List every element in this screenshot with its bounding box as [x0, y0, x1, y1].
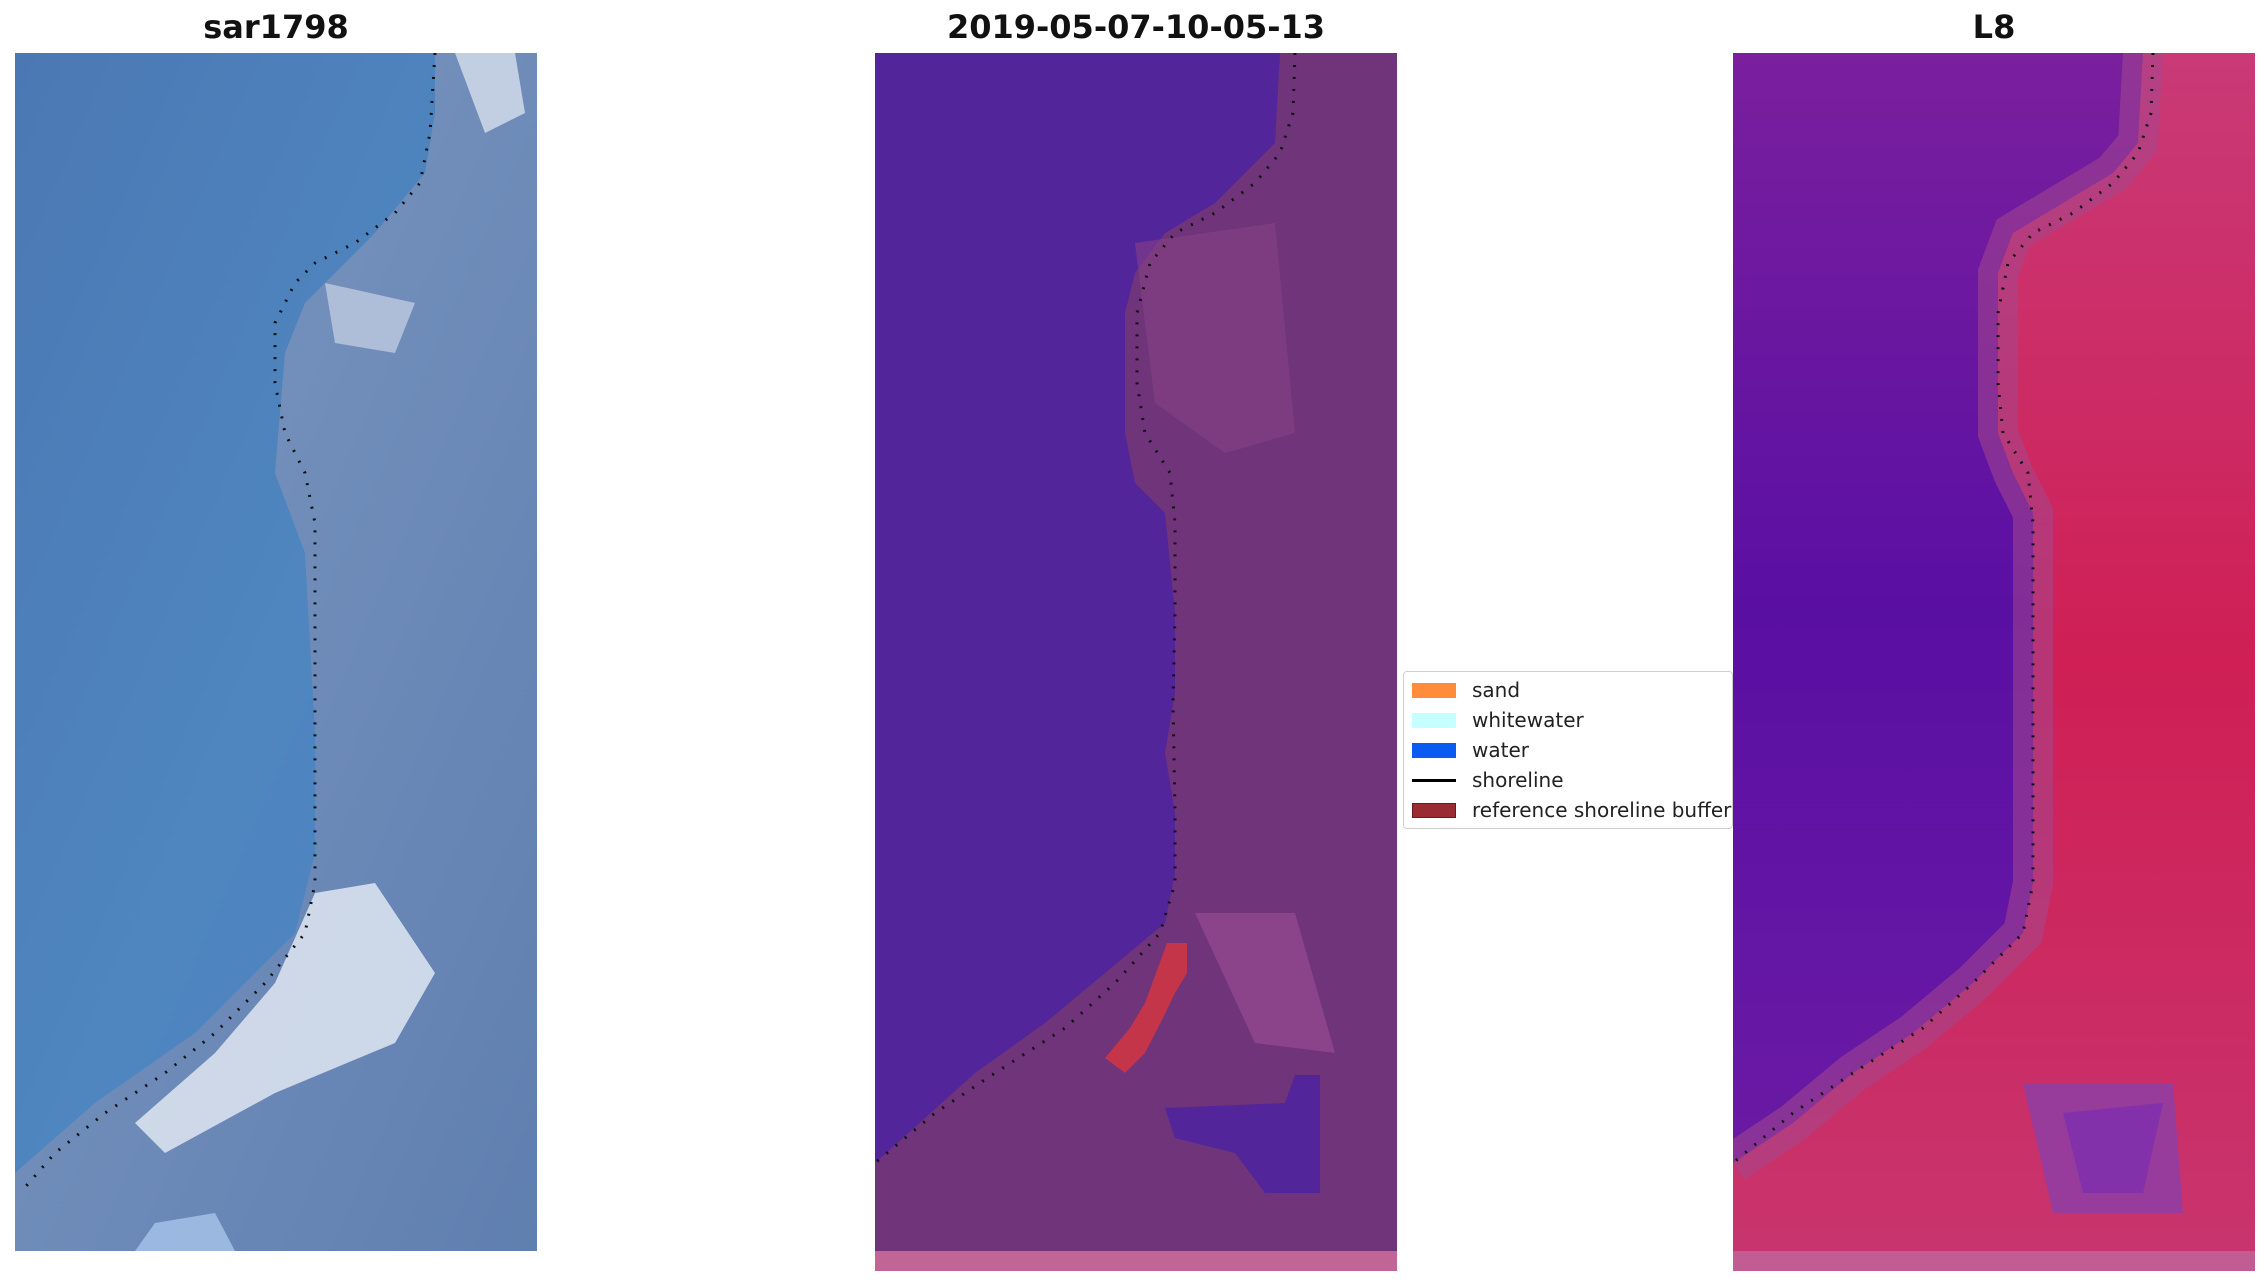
whitewater-swatch [1412, 712, 1456, 728]
classified-image [875, 53, 1397, 1271]
legend-item-shoreline: shoreline [1412, 767, 1564, 793]
rgb-image-panel [15, 53, 537, 1251]
panel-title-date: 2019-05-07-10-05-13 [946, 8, 1326, 46]
legend-item-sand: sand [1412, 677, 1520, 703]
legend-item-water: water [1412, 737, 1529, 763]
legend: sand whitewater water shoreline referenc… [1403, 671, 1733, 829]
legend-label-reference-buffer: reference shoreline buffer [1472, 798, 1732, 822]
l8-index-image [1733, 53, 2255, 1271]
shoreline-line-swatch [1412, 778, 1456, 782]
rgb-satellite-image [15, 53, 537, 1251]
legend-item-reference-buffer: reference shoreline buffer [1412, 797, 1731, 823]
legend-label-water: water [1472, 738, 1529, 762]
reference-buffer-swatch [1412, 802, 1456, 818]
panel-title-l8: L8 [1972, 8, 2016, 46]
legend-label-shoreline: shoreline [1472, 768, 1564, 792]
classified-image-panel [875, 53, 1397, 1271]
sand-swatch [1412, 682, 1456, 698]
legend-label-whitewater: whitewater [1472, 708, 1584, 732]
legend-item-whitewater: whitewater [1412, 707, 1584, 733]
water-swatch [1412, 742, 1456, 758]
legend-label-sand: sand [1472, 678, 1521, 702]
l8-image-panel [1733, 53, 2255, 1271]
panel-title-sar1798: sar1798 [203, 8, 349, 46]
